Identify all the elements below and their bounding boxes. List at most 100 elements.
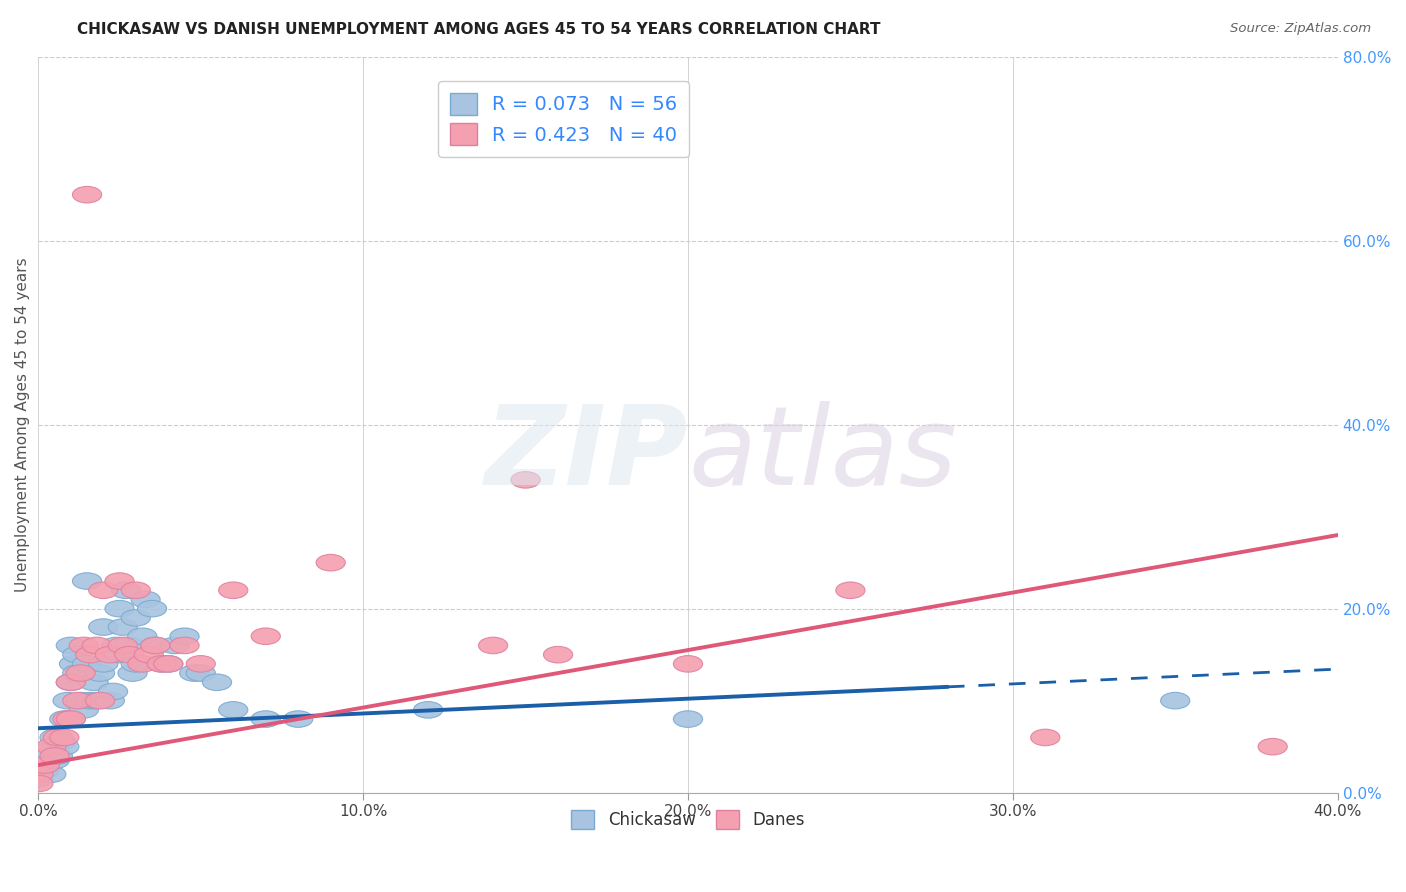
Ellipse shape bbox=[202, 674, 232, 690]
Ellipse shape bbox=[128, 628, 157, 645]
Ellipse shape bbox=[835, 582, 865, 599]
Ellipse shape bbox=[73, 186, 101, 203]
Ellipse shape bbox=[544, 647, 572, 663]
Ellipse shape bbox=[510, 472, 540, 488]
Ellipse shape bbox=[30, 762, 59, 778]
Ellipse shape bbox=[73, 573, 101, 590]
Ellipse shape bbox=[24, 775, 53, 792]
Ellipse shape bbox=[170, 628, 200, 645]
Ellipse shape bbox=[39, 729, 69, 746]
Ellipse shape bbox=[134, 647, 163, 663]
Text: CHICKASAW VS DANISH UNEMPLOYMENT AMONG AGES 45 TO 54 YEARS CORRELATION CHART: CHICKASAW VS DANISH UNEMPLOYMENT AMONG A… bbox=[77, 22, 880, 37]
Ellipse shape bbox=[252, 711, 280, 727]
Ellipse shape bbox=[1031, 729, 1060, 746]
Ellipse shape bbox=[673, 656, 703, 673]
Ellipse shape bbox=[316, 555, 346, 571]
Ellipse shape bbox=[34, 743, 63, 759]
Ellipse shape bbox=[53, 711, 82, 727]
Ellipse shape bbox=[66, 692, 96, 709]
Ellipse shape bbox=[89, 619, 118, 635]
Ellipse shape bbox=[39, 752, 69, 769]
Ellipse shape bbox=[89, 656, 118, 673]
Ellipse shape bbox=[108, 637, 138, 654]
Ellipse shape bbox=[218, 702, 247, 718]
Ellipse shape bbox=[138, 600, 167, 617]
Ellipse shape bbox=[148, 656, 176, 673]
Ellipse shape bbox=[73, 656, 101, 673]
Text: ZIP: ZIP bbox=[485, 401, 688, 508]
Ellipse shape bbox=[44, 729, 73, 746]
Ellipse shape bbox=[39, 747, 69, 764]
Ellipse shape bbox=[141, 637, 170, 654]
Ellipse shape bbox=[49, 739, 79, 755]
Ellipse shape bbox=[37, 739, 66, 755]
Ellipse shape bbox=[186, 656, 215, 673]
Ellipse shape bbox=[63, 692, 91, 709]
Ellipse shape bbox=[148, 656, 176, 673]
Ellipse shape bbox=[105, 600, 134, 617]
Ellipse shape bbox=[1160, 692, 1189, 709]
Ellipse shape bbox=[186, 665, 215, 681]
Ellipse shape bbox=[96, 647, 124, 663]
Ellipse shape bbox=[153, 656, 183, 673]
Legend: Chickasaw, Danes: Chickasaw, Danes bbox=[564, 804, 811, 836]
Ellipse shape bbox=[170, 637, 200, 654]
Ellipse shape bbox=[56, 711, 86, 727]
Ellipse shape bbox=[478, 637, 508, 654]
Ellipse shape bbox=[30, 756, 59, 773]
Ellipse shape bbox=[180, 665, 209, 681]
Text: atlas: atlas bbox=[688, 401, 956, 508]
Ellipse shape bbox=[218, 582, 247, 599]
Ellipse shape bbox=[101, 637, 131, 654]
Ellipse shape bbox=[46, 734, 76, 750]
Ellipse shape bbox=[98, 683, 128, 699]
Ellipse shape bbox=[24, 766, 53, 782]
Ellipse shape bbox=[413, 702, 443, 718]
Ellipse shape bbox=[153, 656, 183, 673]
Ellipse shape bbox=[128, 656, 157, 673]
Ellipse shape bbox=[141, 637, 170, 654]
Ellipse shape bbox=[115, 647, 143, 663]
Ellipse shape bbox=[76, 647, 105, 663]
Ellipse shape bbox=[121, 582, 150, 599]
Ellipse shape bbox=[24, 756, 53, 773]
Ellipse shape bbox=[121, 609, 150, 626]
Ellipse shape bbox=[56, 711, 86, 727]
Ellipse shape bbox=[59, 656, 89, 673]
Ellipse shape bbox=[118, 665, 148, 681]
Ellipse shape bbox=[49, 711, 79, 727]
Ellipse shape bbox=[252, 628, 280, 645]
Ellipse shape bbox=[115, 637, 143, 654]
Ellipse shape bbox=[673, 711, 703, 727]
Ellipse shape bbox=[86, 692, 115, 709]
Ellipse shape bbox=[86, 665, 115, 681]
Ellipse shape bbox=[121, 656, 150, 673]
Ellipse shape bbox=[108, 619, 138, 635]
Ellipse shape bbox=[284, 711, 312, 727]
Ellipse shape bbox=[131, 591, 160, 607]
Ellipse shape bbox=[63, 647, 91, 663]
Ellipse shape bbox=[49, 729, 79, 746]
Ellipse shape bbox=[96, 692, 124, 709]
Ellipse shape bbox=[105, 647, 134, 663]
Ellipse shape bbox=[53, 692, 82, 709]
Ellipse shape bbox=[56, 674, 86, 690]
Ellipse shape bbox=[105, 573, 134, 590]
Y-axis label: Unemployment Among Ages 45 to 54 years: Unemployment Among Ages 45 to 54 years bbox=[15, 258, 30, 592]
Ellipse shape bbox=[37, 766, 66, 782]
Ellipse shape bbox=[69, 702, 98, 718]
Ellipse shape bbox=[69, 637, 98, 654]
Ellipse shape bbox=[160, 637, 190, 654]
Ellipse shape bbox=[82, 637, 111, 654]
Ellipse shape bbox=[63, 665, 91, 681]
Ellipse shape bbox=[82, 692, 111, 709]
Ellipse shape bbox=[111, 582, 141, 599]
Ellipse shape bbox=[76, 692, 105, 709]
Ellipse shape bbox=[44, 747, 73, 764]
Ellipse shape bbox=[79, 674, 108, 690]
Ellipse shape bbox=[66, 665, 96, 681]
Ellipse shape bbox=[56, 674, 86, 690]
Ellipse shape bbox=[1258, 739, 1288, 755]
Ellipse shape bbox=[24, 771, 53, 787]
Text: Source: ZipAtlas.com: Source: ZipAtlas.com bbox=[1230, 22, 1371, 36]
